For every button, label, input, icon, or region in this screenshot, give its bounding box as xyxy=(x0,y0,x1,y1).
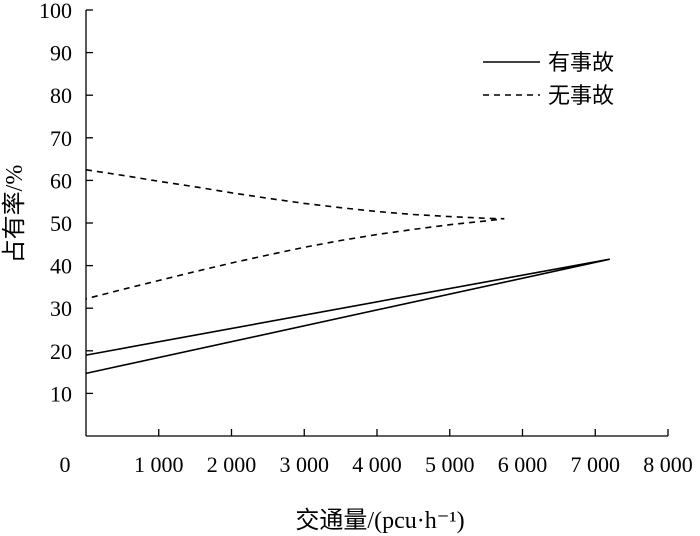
y-tick-label: 60 xyxy=(50,168,72,193)
x-ticks: 0 1 000 2 000 3 000 4 000 5 000 6 000 7 000 8 00… xyxy=(60,429,693,477)
y-tick-label: 10 xyxy=(50,381,72,406)
y-tick-label: 70 xyxy=(50,126,72,151)
series-layer xyxy=(85,169,610,375)
y-ticks: 10 20 30 40 50 60 70 80 90 100 xyxy=(39,0,93,406)
x-tick-label: 2 000 xyxy=(207,452,257,477)
y-tick-label: 40 xyxy=(50,254,72,279)
x-axis-title: 交通量/(pcu·h⁻¹) xyxy=(295,507,464,534)
y-tick-label: 50 xyxy=(50,211,72,236)
x-tick-label: 8 000 xyxy=(643,452,693,477)
legend-label-0: 有事故 xyxy=(548,51,614,76)
x-tick-label: 5 000 xyxy=(425,452,475,477)
y-tick-label: 30 xyxy=(50,296,72,321)
series-line-0 xyxy=(85,258,610,375)
series-line-1 xyxy=(85,169,505,300)
y-tick-label: 20 xyxy=(50,339,72,364)
x-tick-label: 6 000 xyxy=(498,452,548,477)
x-tick-label: 1 000 xyxy=(134,452,184,477)
y-tick-label: 90 xyxy=(50,41,72,66)
legend-label-1: 无事故 xyxy=(548,84,614,109)
y-tick-label: 80 xyxy=(50,83,72,108)
x-tick-label: 4 000 xyxy=(352,452,402,477)
y-tick-label: 100 xyxy=(39,0,72,23)
x-tick-label: 3 000 xyxy=(280,452,330,477)
x-tick-label: 7 000 xyxy=(571,452,621,477)
x-tick-label: 0 xyxy=(60,452,71,477)
y-axis-title: 占有率/% xyxy=(1,165,28,264)
